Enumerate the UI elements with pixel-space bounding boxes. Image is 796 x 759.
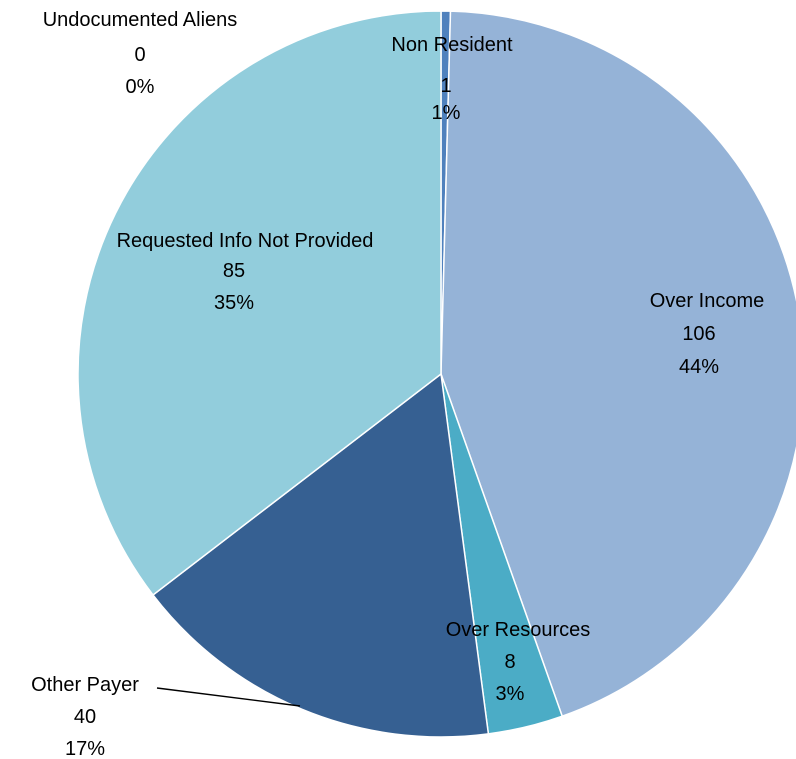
- slice-label-name: Non Resident: [391, 34, 513, 56]
- slice-label-value: 0: [134, 44, 145, 66]
- slice-label-name: Over Resources: [446, 619, 591, 641]
- slice-label-percent: 35%: [214, 292, 254, 314]
- pie-slice-other-payer: [151, 372, 490, 738]
- slice-label-percent: 0%: [126, 76, 155, 98]
- slice-label-value: 8: [504, 651, 515, 673]
- slice-label-value: 106: [682, 323, 715, 345]
- slice-label-percent: 17%: [65, 738, 105, 759]
- slice-label-value: 85: [223, 260, 245, 282]
- slice-label-name: Over Income: [650, 290, 764, 312]
- slice-label-percent: 1%: [432, 102, 461, 124]
- slice-label-percent: 3%: [496, 683, 525, 705]
- slice-label-value: 40: [74, 706, 96, 728]
- slice-label-name: Requested Info Not Provided: [117, 230, 374, 252]
- data-labels: Non Resident 1 1% Over Income 106 44% Ov…: [31, 9, 764, 759]
- leader-lines: [156, 687, 301, 707]
- slice-label-value: 1: [440, 75, 451, 97]
- pie-slices: [77, 10, 796, 738]
- slice-label-name: Undocumented Aliens: [43, 9, 238, 31]
- leader-line-other-payer: [156, 687, 301, 707]
- pie-slice-over-income: [440, 10, 796, 718]
- pie-slice-requested-info-not-provided: [77, 10, 442, 597]
- slice-label-name: Other Payer: [31, 674, 139, 696]
- slice-label-percent: 44%: [679, 356, 719, 378]
